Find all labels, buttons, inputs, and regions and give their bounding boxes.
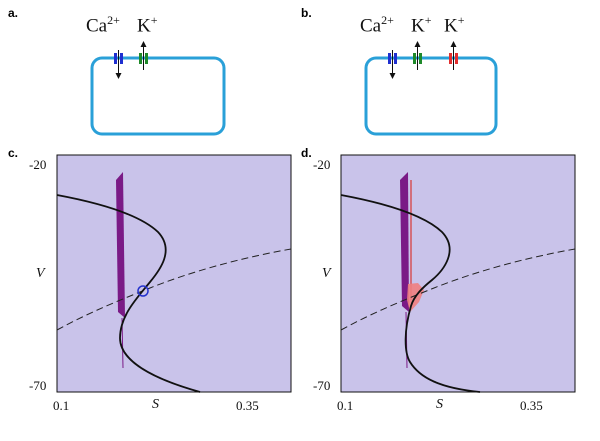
s-curve — [56, 194, 201, 393]
x-tick-right: 0.35 — [520, 398, 543, 413]
plot-area — [56, 154, 292, 393]
panel-letter-b: b. — [301, 6, 312, 20]
phase-plane-c — [56, 154, 292, 393]
dashed-nullcline — [340, 248, 576, 331]
fixed-point-marker — [137, 285, 149, 297]
y-tick-top: -20 — [313, 157, 331, 172]
k-channel-second-icon — [449, 41, 458, 70]
x-tick-left: 0.1 — [337, 398, 354, 413]
k-channel-icon — [139, 41, 148, 70]
panel-letter-c: c. — [8, 146, 19, 160]
panel-letter-a: a. — [8, 6, 19, 20]
purple-region — [116, 172, 125, 318]
y-axis-label: V — [36, 266, 45, 281]
y-tick-top: -20 — [29, 157, 47, 172]
ion-label-k-second: K+ — [444, 13, 465, 37]
ion-label-ca: Ca2+ — [86, 13, 120, 37]
panel-letter-d: d. — [301, 146, 312, 160]
cell-diagram-b — [364, 41, 498, 136]
ion-label-k: K+ — [411, 13, 432, 37]
cell-membrane — [364, 56, 498, 136]
x-tick-right: 0.35 — [236, 398, 259, 413]
plot-area — [340, 154, 576, 393]
ca-channel-icon — [114, 50, 123, 79]
y-tick-bottom: -70 — [313, 378, 331, 393]
cell-diagram-a — [90, 41, 226, 136]
phase-plane-d — [340, 154, 576, 393]
dashed-nullcline — [56, 248, 292, 331]
k-channel-icon — [413, 41, 422, 70]
x-axis-label: S — [436, 397, 443, 412]
purple-region — [400, 172, 409, 312]
cell-membrane — [90, 56, 226, 136]
s-curve — [340, 194, 481, 393]
x-axis-label: S — [152, 397, 159, 412]
y-tick-bottom: -70 — [29, 378, 47, 393]
x-tick-left: 0.1 — [53, 398, 70, 413]
ca-channel-icon — [388, 50, 397, 79]
ion-label-ca: Ca2+ — [360, 13, 394, 37]
y-axis-label: V — [322, 266, 331, 281]
ion-label-k: K+ — [137, 13, 158, 37]
